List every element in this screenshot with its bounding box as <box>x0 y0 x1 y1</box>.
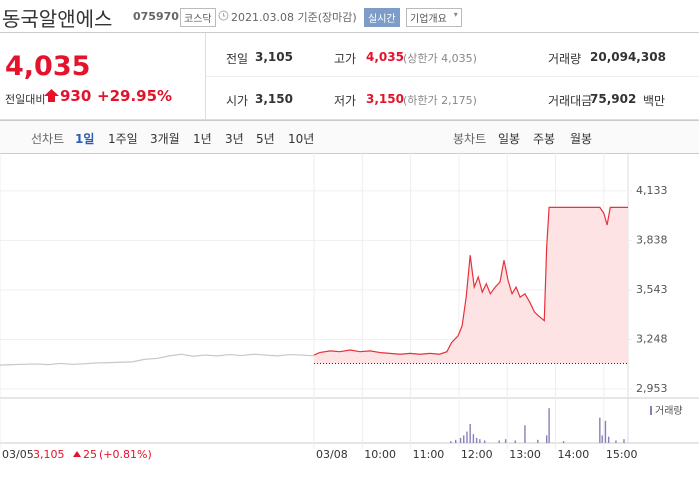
volume-bar <box>479 439 481 443</box>
volume-bar <box>599 417 601 443</box>
prev-change-pct: (+0.81%) <box>99 448 152 461</box>
change-label: 전일대비 <box>5 93 46 106</box>
period-tab[interactable]: 10년 <box>288 132 315 146</box>
volume-bar <box>601 435 603 443</box>
candle-label: 봉차트 <box>453 132 487 146</box>
price-line <box>313 206 628 356</box>
period-tab[interactable]: 1주일 <box>108 132 138 146</box>
candle-tab[interactable]: 일봉 <box>498 132 521 146</box>
overview-text: 기업개요 <box>410 14 447 25</box>
volume-bar <box>469 424 471 443</box>
period-tab[interactable]: 1년 <box>193 132 212 146</box>
stat-value: 3,105 <box>255 50 293 64</box>
volume-bar <box>475 437 478 443</box>
stat-label: 전일 <box>226 52 249 66</box>
volume-bar <box>472 434 475 443</box>
x-tick-label: 03/08 <box>316 448 348 461</box>
volume-bar <box>498 440 500 443</box>
x-tick-label: 11:00 <box>413 448 445 461</box>
market-badge: 코스닥 <box>180 8 216 27</box>
up-arrow <box>44 89 59 102</box>
price-line <box>0 353 315 366</box>
y-tick-label: 4,133 <box>636 184 668 197</box>
stat-value: 20,094,308 <box>590 50 666 64</box>
change: 930 <box>60 87 92 105</box>
candle-tab[interactable]: 월봉 <box>570 132 593 146</box>
volume-bar <box>537 439 539 443</box>
prev-arrow <box>73 451 81 457</box>
volume-bar <box>562 441 565 443</box>
period-tab[interactable]: 5년 <box>256 132 275 146</box>
volume-legend-mark <box>650 406 652 415</box>
stat-label: 거래량 <box>548 52 582 66</box>
x-tick-label: 10:00 <box>364 448 396 461</box>
stat-label: 고가 <box>334 52 357 66</box>
volume-bar <box>615 440 617 443</box>
prev-change: 25 <box>83 448 97 461</box>
volume-bar <box>504 439 507 443</box>
volume-bar <box>450 441 452 443</box>
x-tick-label: 12:00 <box>461 448 493 461</box>
prev-price: 3,105 <box>33 448 65 461</box>
stat-unit: 백만 <box>643 94 666 108</box>
x-tick-label: 15:00 <box>606 448 638 461</box>
clock-icon <box>218 10 229 21</box>
volume-bar <box>604 420 607 443</box>
stat-note: (하한가 2,175) <box>403 94 477 107</box>
change-pct: +29.95% <box>97 87 173 105</box>
stat-value: 3,150 <box>366 92 404 106</box>
volume-bar <box>463 435 465 443</box>
stat-note: (상한가 4,035) <box>403 52 477 65</box>
x-tick-label: 14:00 <box>558 448 590 461</box>
stat-label: 거래대금 <box>548 94 593 108</box>
period-tab[interactable]: 3년 <box>225 132 244 146</box>
stock-code: 075970 <box>133 10 179 23</box>
volume-bar <box>514 440 516 443</box>
stat-value: 4,035 <box>366 50 404 64</box>
volume-bar <box>524 425 526 443</box>
y-tick-label: 3,838 <box>636 233 668 246</box>
x-tick-label: 13:00 <box>509 448 541 461</box>
area-fill <box>314 207 628 364</box>
volume-bar <box>483 440 486 443</box>
y-tick-label: 3,248 <box>636 332 668 345</box>
candle-tab[interactable]: 주봉 <box>533 132 556 146</box>
volume-bar <box>548 408 550 443</box>
stock-name: 동국알앤에스 <box>2 7 113 31</box>
period-tab[interactable]: 1일 <box>75 132 95 146</box>
stat-value: 75,902 <box>590 92 637 106</box>
stat-label: 저가 <box>334 94 357 108</box>
y-tick-label: 3,543 <box>636 283 668 296</box>
volume-bar <box>607 436 610 443</box>
y-tick-label: 2,953 <box>636 382 668 395</box>
price-box <box>0 32 699 120</box>
volume-legend: 거래량 <box>655 405 683 417</box>
volume-bar <box>623 439 625 443</box>
line-label: 선차트 <box>31 132 65 146</box>
date: 2021.03.08 기준(장마감) <box>231 11 357 24</box>
volume-bar <box>545 435 548 443</box>
stat-value: 3,150 <box>255 92 293 106</box>
current-price: 4,035 <box>5 51 91 82</box>
volume-bar <box>455 439 457 443</box>
overview-button[interactable]: 기업개요 ▾ <box>406 8 462 27</box>
stat-label: 시가 <box>226 94 249 108</box>
volume-bar <box>466 431 468 443</box>
tab-bar <box>0 120 699 154</box>
volume-bar <box>459 437 462 443</box>
period-tab[interactable]: 3개월 <box>150 132 180 146</box>
realtime-button[interactable]: 실시간 <box>364 8 400 27</box>
x-tick-label: 03/05 <box>2 448 34 461</box>
